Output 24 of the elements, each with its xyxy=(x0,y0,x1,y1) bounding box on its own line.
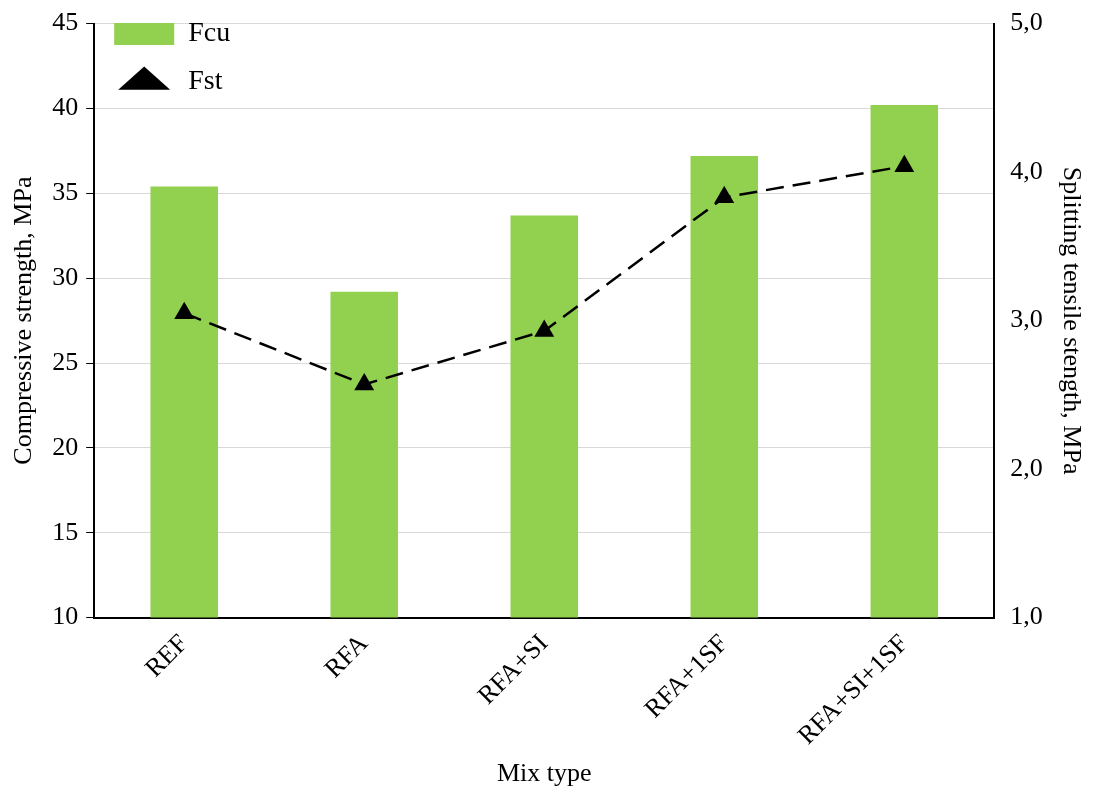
point xyxy=(175,302,194,319)
y-tick-label: 15 xyxy=(52,516,79,546)
y-tick-label: 20 xyxy=(52,431,79,461)
y-tick-label: 45 xyxy=(52,7,79,37)
y2-tick-label: 3,0 xyxy=(1010,304,1043,334)
y2-tick-label: 2,0 xyxy=(1010,452,1043,482)
legend-label: Fcu xyxy=(188,16,231,48)
y2-tick-label: 5,0 xyxy=(1010,7,1043,37)
legend-label: Fst xyxy=(188,64,223,96)
x-axis-title: Mix type xyxy=(496,758,592,788)
y-tick-label: 35 xyxy=(52,177,79,207)
y2-tick-label: 1,0 xyxy=(1010,601,1043,631)
y-tick-label: 25 xyxy=(52,346,79,376)
y-axis-title: Compressive strength, MPa xyxy=(8,176,38,465)
y2-tick-label: 4,0 xyxy=(1010,155,1043,185)
point xyxy=(535,320,554,337)
y-tick-label: 10 xyxy=(52,601,79,631)
point xyxy=(895,155,914,172)
y-tick-label: 40 xyxy=(52,92,79,122)
point xyxy=(715,187,734,204)
x-tick-label: RFA xyxy=(318,628,374,684)
y-tick-label: 30 xyxy=(52,262,79,292)
point xyxy=(355,374,374,391)
y2-axis-title: Splitting tensile stength, MPa xyxy=(1057,166,1087,475)
